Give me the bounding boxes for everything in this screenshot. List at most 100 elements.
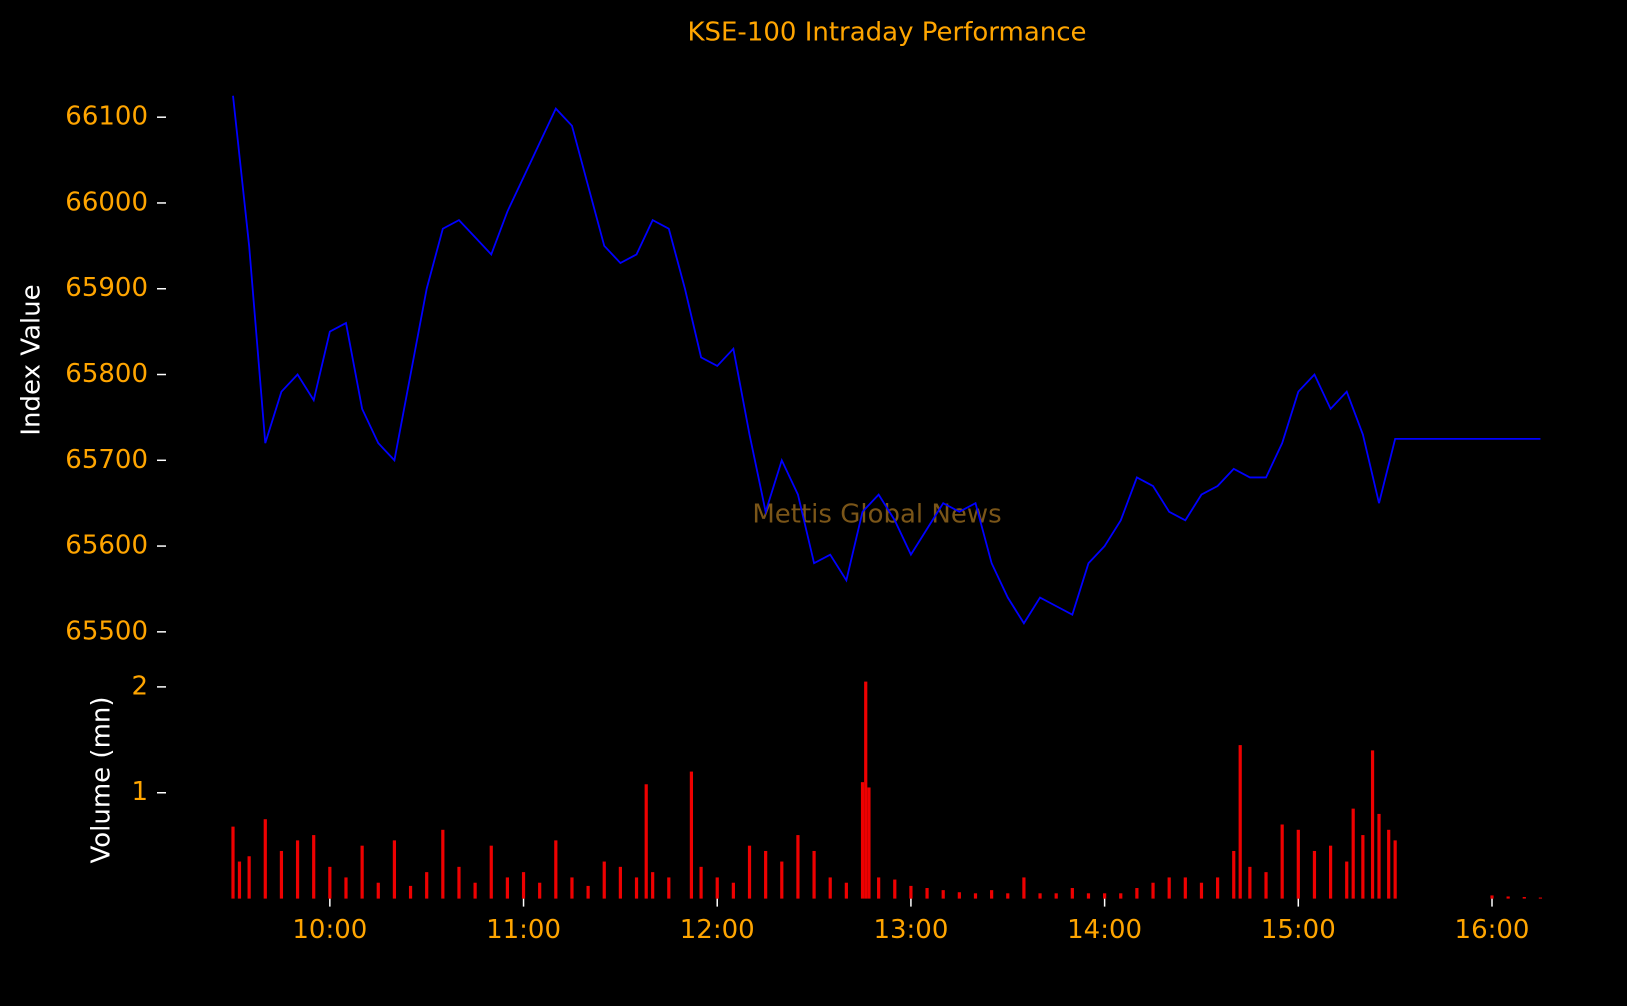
y-tick-label: 65800: [65, 359, 148, 389]
volume-bar: [796, 835, 800, 899]
volume-bar: [957, 892, 961, 899]
volume-bar: [667, 877, 671, 899]
volume-bar: [764, 850, 768, 899]
y-tick-label: 65700: [65, 445, 148, 475]
volume-bar: [780, 861, 784, 899]
volume-bar: [425, 872, 429, 899]
volume-bar: [312, 835, 316, 899]
volume-bar: [1370, 750, 1375, 899]
volume-bar: [1328, 845, 1333, 899]
chart-title: KSE-100 Intraday Performance: [687, 18, 1086, 48]
volume-bar: [295, 840, 300, 899]
volume-bar: [1103, 893, 1107, 899]
volume-bar: [344, 877, 348, 899]
volume-bar: [1238, 745, 1242, 899]
volume-bar: [909, 885, 913, 899]
volume-bar: [328, 866, 332, 899]
x-tick-label: 10:00: [292, 915, 367, 945]
volume-bar: [1264, 872, 1268, 899]
y-axis-label: Index Value: [17, 284, 47, 435]
y-tick-label: 65900: [65, 273, 148, 303]
volume-bar: [1038, 893, 1042, 899]
x-tick-label: 12:00: [680, 915, 755, 945]
volume-bar: [860, 782, 865, 899]
volume-bar: [1361, 835, 1365, 899]
volume-bar: [1216, 877, 1220, 899]
volume-bar: [828, 877, 832, 899]
volume-bar: [925, 888, 929, 899]
volume-bar: [1387, 829, 1391, 899]
volume-bar: [489, 845, 493, 899]
volume-bar: [893, 879, 897, 899]
volume-bar: [867, 787, 871, 899]
volume-bar: [1183, 877, 1187, 899]
volume-bar: [877, 877, 881, 899]
volume-bar: [1393, 840, 1397, 899]
volume-bar: [279, 850, 284, 899]
volume-bar: [376, 882, 380, 899]
y-tick-label: 1: [131, 777, 148, 807]
volume-bar: [457, 866, 461, 899]
volume-bar: [505, 877, 509, 899]
y-tick-label: 66000: [65, 187, 148, 217]
volume-bar: [586, 885, 590, 899]
volume-bar: [731, 882, 735, 899]
volume-bar: [689, 771, 694, 899]
x-tick-label: 15:00: [1261, 915, 1336, 945]
volume-bar: [441, 829, 445, 899]
y-tick-label: 65600: [65, 531, 148, 561]
volume-bar: [247, 856, 251, 899]
volume-bar: [1377, 813, 1381, 899]
volume-bar: [644, 784, 648, 899]
volume-bar: [1199, 882, 1204, 899]
volume-bar: [747, 845, 752, 899]
volume-bar: [1296, 829, 1300, 899]
x-tick-label: 16:00: [1455, 915, 1530, 945]
x-tick-label: 11:00: [486, 915, 561, 945]
volume-bar: [990, 890, 994, 899]
volume-bar: [699, 866, 703, 899]
volume-bar: [554, 840, 558, 899]
volume-bar: [844, 882, 848, 899]
volume-bar: [521, 872, 526, 899]
volume-bar: [973, 893, 978, 899]
volume-bar: [1151, 882, 1155, 899]
volume-bar: [1312, 850, 1317, 899]
volume-bar: [812, 850, 816, 899]
volume-bar: [1054, 893, 1058, 899]
volume-bar: [1490, 895, 1494, 899]
volume-bar: [231, 826, 235, 899]
volume-bar: [634, 877, 639, 899]
volume-bar: [1119, 893, 1123, 899]
y-axis-label: Volume (mn): [87, 696, 117, 863]
volume-bar: [651, 872, 655, 899]
volume-bar: [1086, 893, 1091, 899]
volume-bar: [1006, 893, 1010, 899]
volume-bar: [1248, 866, 1252, 899]
volume-bar: [570, 877, 574, 899]
volume-bar: [864, 681, 868, 899]
volume-bar: [408, 885, 413, 899]
volume-bar: [1506, 896, 1510, 899]
y-tick-label: 65500: [65, 616, 148, 646]
volume-bar: [1538, 897, 1543, 899]
volume-bar: [1167, 877, 1171, 899]
volume-bar: [618, 866, 622, 899]
volume-bar: [602, 861, 606, 899]
volume-bar: [1070, 888, 1074, 899]
volume-bar: [392, 840, 397, 899]
volume-bar: [1351, 808, 1355, 899]
volume-bar: [1022, 877, 1026, 899]
volume-bar: [1522, 897, 1526, 899]
y-tick-label: 2: [131, 671, 148, 701]
y-tick-label: 66100: [65, 102, 148, 132]
volume-bar: [263, 819, 267, 899]
volume-bar: [715, 877, 719, 899]
x-tick-label: 13:00: [873, 915, 948, 945]
volume-bar: [1345, 861, 1349, 899]
volume-bar: [1232, 850, 1236, 899]
volume-bar: [237, 861, 242, 899]
volume-bar: [941, 890, 945, 899]
